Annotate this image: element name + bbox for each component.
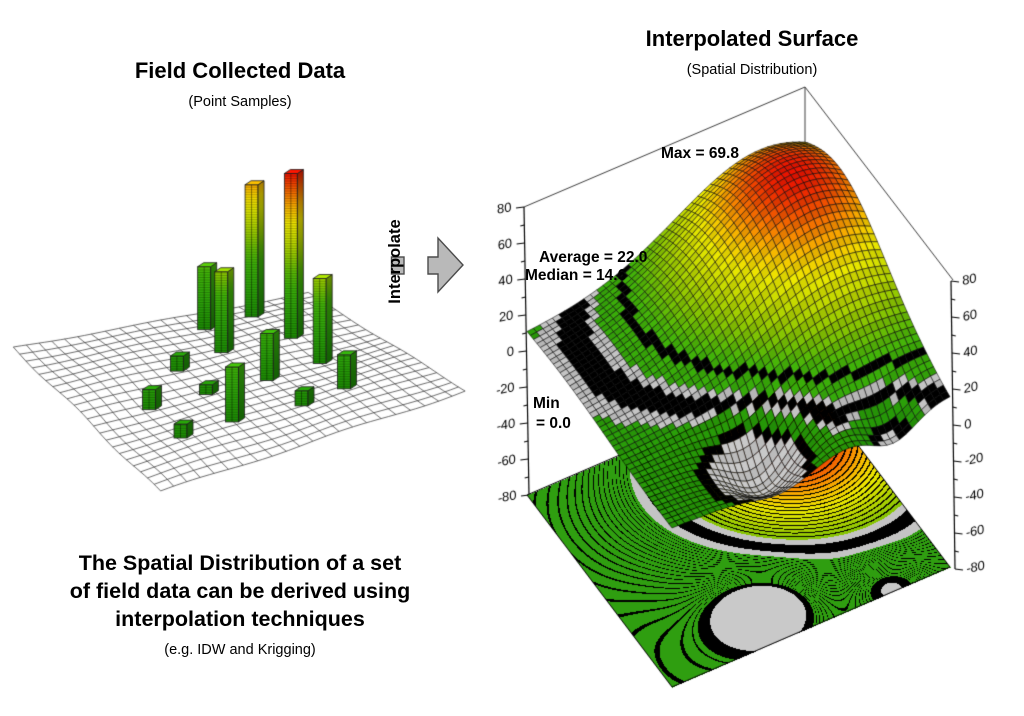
max-annotation: Max = 69.8 (661, 145, 739, 162)
right-panel-title: Interpolated Surface (645, 26, 859, 51)
right-arrow-icon (390, 236, 464, 294)
median-annotation: Median = 14.6 (525, 267, 627, 284)
caption-subtitle: (e.g. IDW and Krigging) (164, 642, 316, 658)
caption-line-2: of field data can be derived using (69, 579, 411, 603)
arrow-head (427, 236, 464, 294)
min-annotation-line1: Min (533, 395, 560, 412)
caption-line-1: The Spatial Distribution of a set (78, 551, 402, 575)
field-data-3d-bar-chart (0, 140, 480, 540)
min-annotation-line2: = 0.0 (536, 415, 571, 432)
left-panel-subtitle: (Point Samples) (188, 94, 292, 110)
caption-block: The Spatial Distribution of a set of fie… (0, 549, 480, 658)
interpolated-surface-3d-plot (470, 60, 1024, 716)
average-annotation: Average = 22.0 (539, 249, 648, 266)
interpolate-arrow-group: Interpolate (380, 200, 475, 335)
interpolate-label: Interpolate (386, 219, 404, 304)
arrow-tail-segment (390, 256, 405, 275)
left-panel-title: Field Collected Data (134, 58, 346, 83)
caption-line-3: interpolation techniques (115, 607, 365, 631)
